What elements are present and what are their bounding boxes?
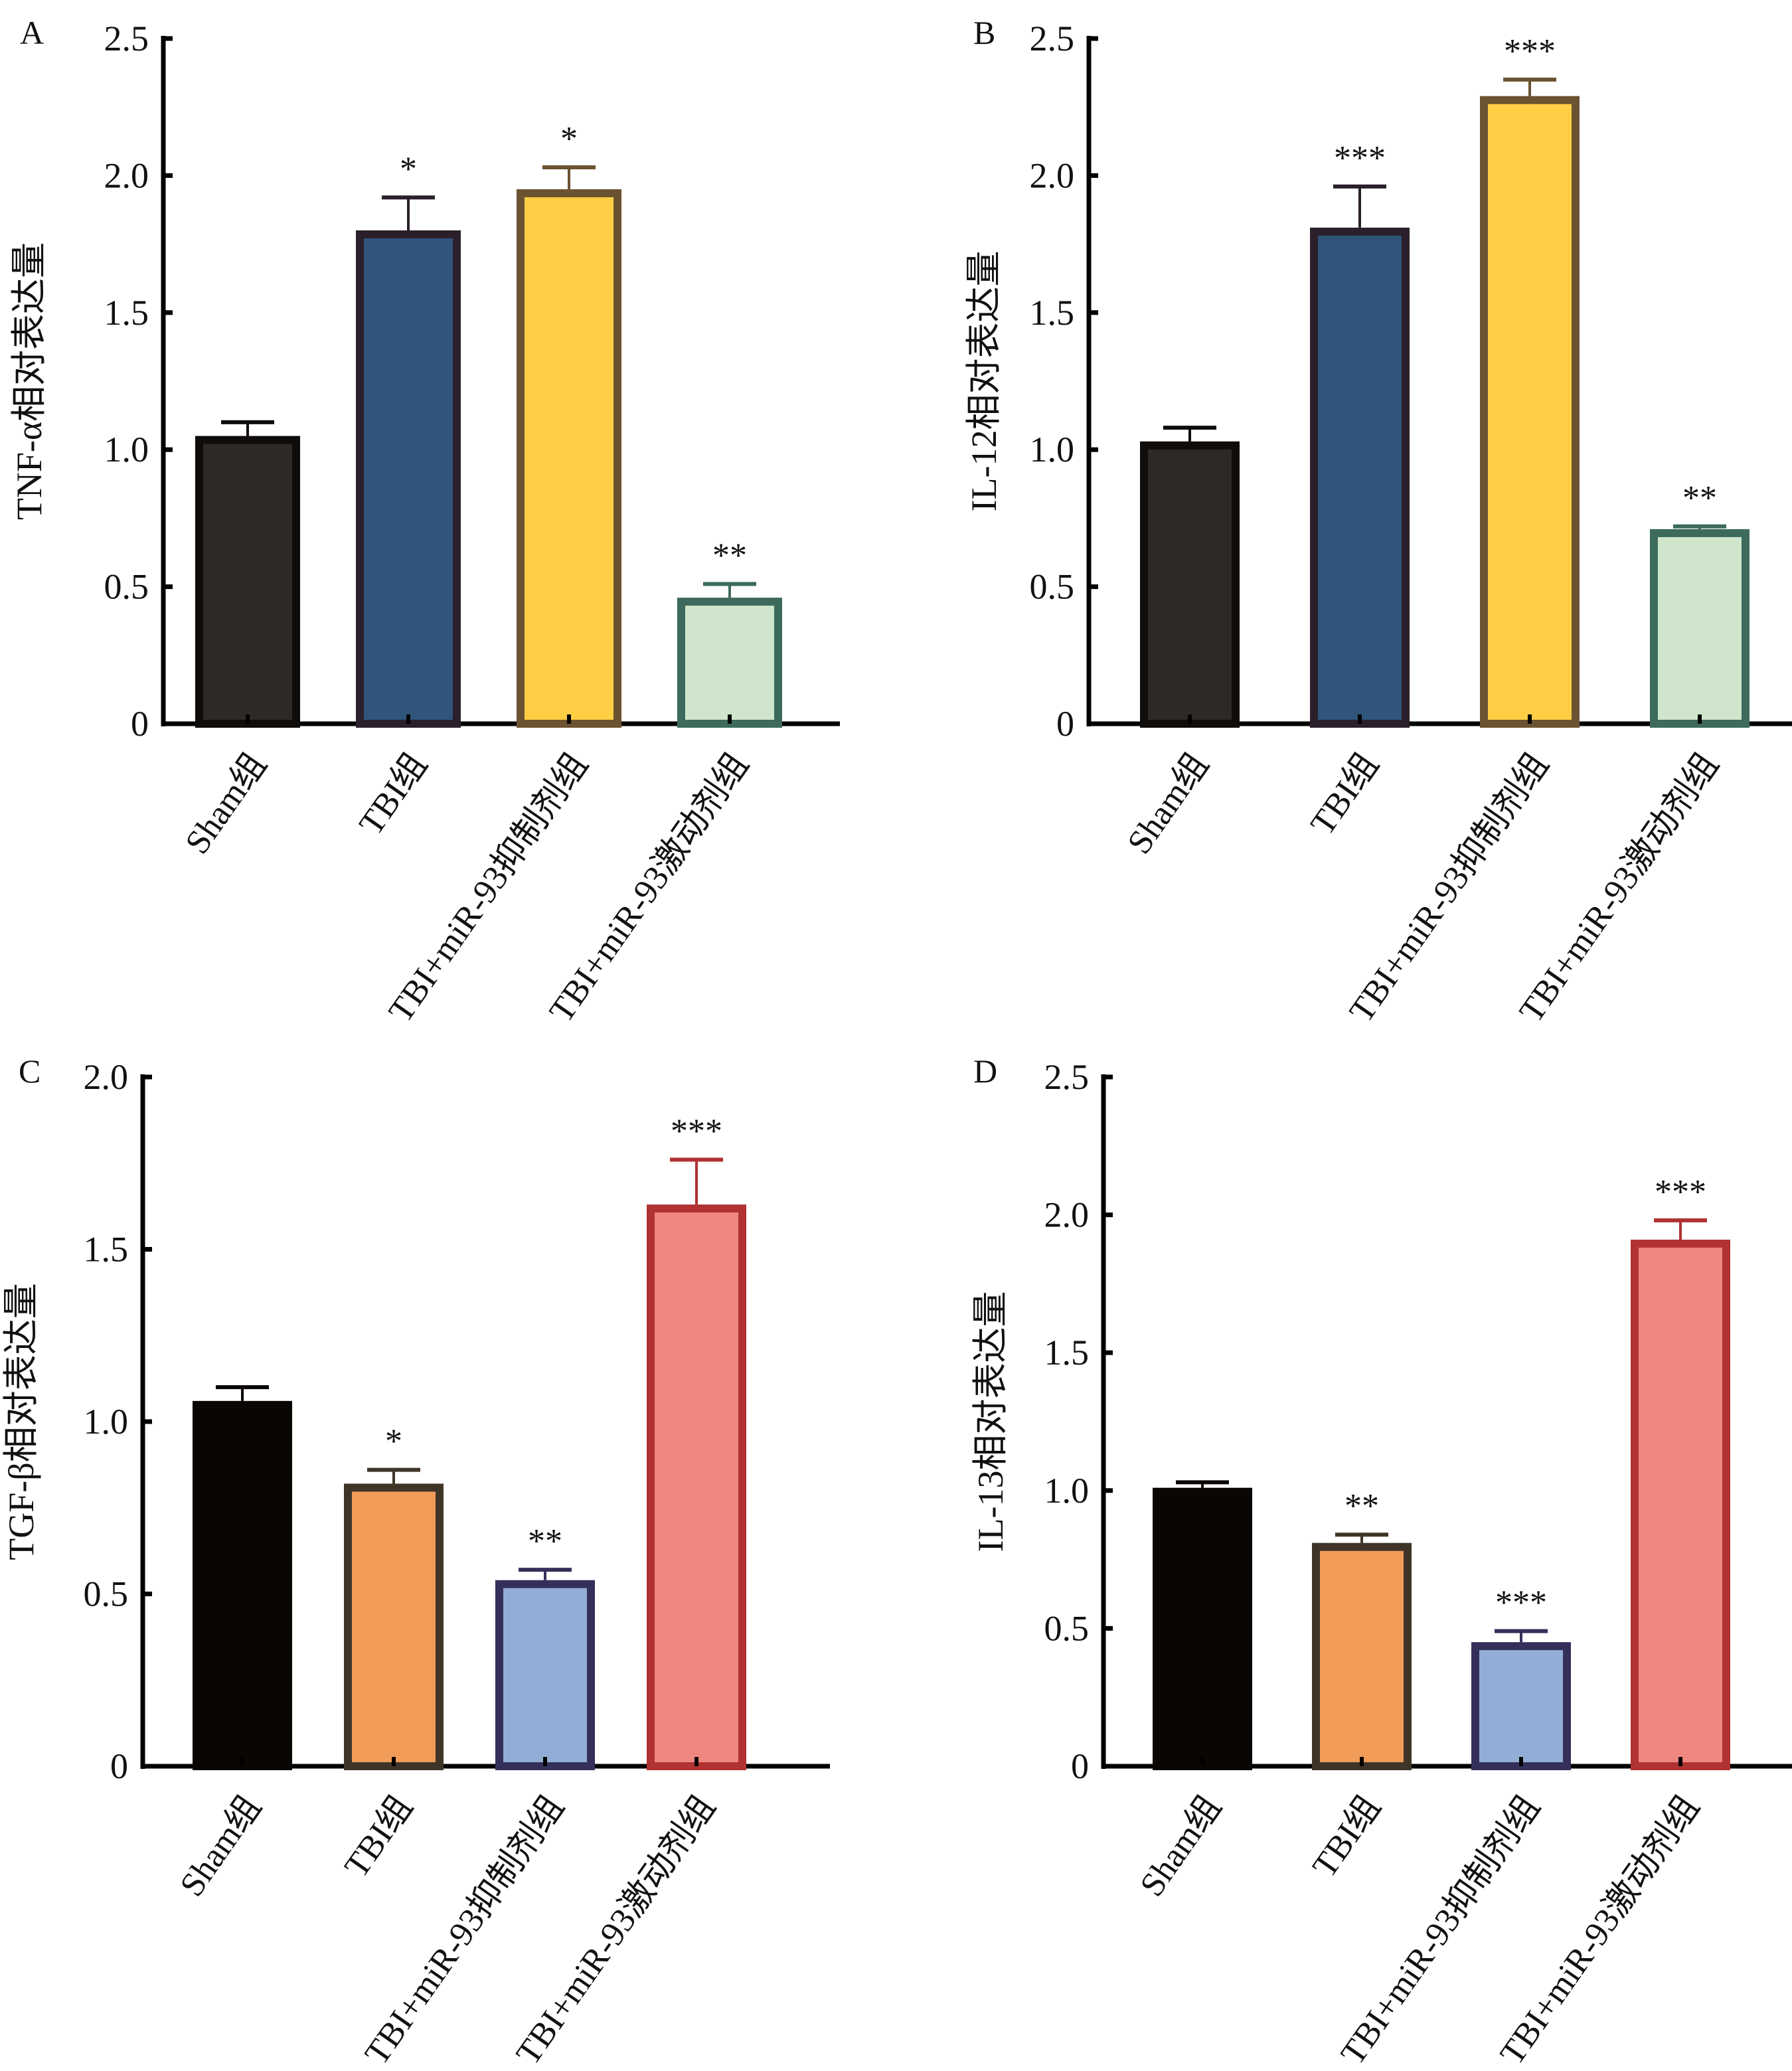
panel-letter: D [973, 1052, 997, 1090]
bar [344, 1483, 444, 1770]
x-tick-label: Sham组 [173, 1789, 268, 1903]
significance-marker: ** [1682, 479, 1717, 517]
panel-letter: C [19, 1052, 41, 1090]
x-tick-label: TBI组 [1303, 746, 1386, 842]
bar [517, 189, 621, 728]
bar [1480, 96, 1580, 728]
x-tick-label: Sham组 [1133, 1789, 1228, 1903]
significance-marker: * [560, 120, 578, 158]
y-tick-label: 0.5 [84, 1574, 129, 1614]
y-tick-label: 1.5 [84, 1230, 129, 1270]
y-axis-label: IL-13相对表达量 [971, 1291, 1011, 1552]
y-tick-label: 2.5 [1044, 1057, 1090, 1097]
y-tick-label: 1.5 [1030, 293, 1075, 333]
bar [677, 598, 782, 728]
significance-marker: *** [1655, 1173, 1706, 1211]
y-tick-label: 2.0 [104, 155, 149, 195]
significance-marker: *** [1495, 1584, 1547, 1622]
bar [1153, 1487, 1252, 1770]
significance-marker: *** [1334, 139, 1386, 177]
y-tick-label: 1.5 [104, 293, 149, 333]
bar [1310, 227, 1410, 728]
x-tick-label: TBI组 [352, 746, 435, 842]
bar [1312, 1542, 1412, 1770]
bar [1140, 441, 1240, 728]
y-tick-label: 0.5 [1030, 567, 1075, 607]
significance-marker: *** [1504, 33, 1556, 70]
panel-letter: A [20, 14, 44, 51]
significance-marker: * [385, 1423, 402, 1461]
significance-marker: ** [528, 1523, 562, 1560]
y-tick-label: 1.0 [84, 1402, 129, 1442]
y-tick-label: 1.0 [104, 430, 149, 469]
panel-b: B IL-12相对表达量 0 0.5 1.0 1.5 2.0 2.5 Sham组 *** TBI组 *… [964, 14, 1792, 1029]
y-tick-label: 1.0 [1044, 1471, 1090, 1511]
y-tick-label: 0.5 [104, 567, 149, 607]
bar [1471, 1642, 1571, 1770]
bar [356, 230, 461, 728]
x-tick-label: TBI+miR-93激动剂组 [1512, 746, 1726, 1029]
y-tick-label: 2.5 [104, 19, 149, 58]
y-tick-label: 2.0 [1044, 1195, 1090, 1235]
y-tick-label: 0.5 [1044, 1608, 1090, 1648]
panel-letter: B [973, 14, 995, 51]
y-tick-label: 0 [1056, 704, 1074, 744]
y-tick-label: 1.5 [1044, 1333, 1090, 1372]
y-axis-label: IL-12相对表达量 [964, 251, 1004, 512]
y-axis-label: TGF-β相对表达量 [1, 1283, 41, 1560]
x-tick-label: Sham组 [178, 746, 274, 861]
y-tick-label: 2.5 [1030, 19, 1075, 58]
y-tick-label: 0 [110, 1746, 128, 1786]
bar [1631, 1239, 1730, 1770]
x-tick-label: TBI组 [1305, 1789, 1388, 1884]
panel-a: ATNF-α相对表达量00.51.01.52.02.5Sham组*TBI组*TB… [9, 14, 840, 1029]
x-tick-label: TBI组 [337, 1789, 420, 1884]
panel-c: CTGF-β相对表达量00.51.01.52.0Sham组*TBI组**TBI+… [1, 1052, 830, 2071]
bar [495, 1580, 595, 1770]
y-tick-label: 2.0 [84, 1057, 129, 1097]
y-tick-label: 1.0 [1030, 430, 1075, 469]
significance-marker: ** [1344, 1487, 1379, 1525]
y-axis-label: TNF-α相对表达量 [9, 242, 49, 520]
bar [195, 436, 300, 728]
bar [647, 1204, 746, 1770]
significance-marker: * [400, 150, 417, 188]
x-tick-label: Sham组 [1120, 746, 1216, 861]
significance-marker: *** [671, 1113, 722, 1151]
y-tick-label: 0 [1071, 1746, 1089, 1786]
x-tick-label: TBI+miR-93抑制剂组 [1343, 746, 1556, 1029]
bar [1650, 529, 1750, 728]
significance-marker: ** [712, 537, 747, 574]
panel-d: D IL-13相对表达量 0 0.5 1.0 1.5 2.0 2.5 Sham组 ** TBI组 **… [971, 1052, 1792, 2071]
bar [193, 1400, 292, 1771]
y-tick-label: 0 [131, 704, 149, 744]
y-tick-label: 2.0 [1030, 155, 1075, 195]
